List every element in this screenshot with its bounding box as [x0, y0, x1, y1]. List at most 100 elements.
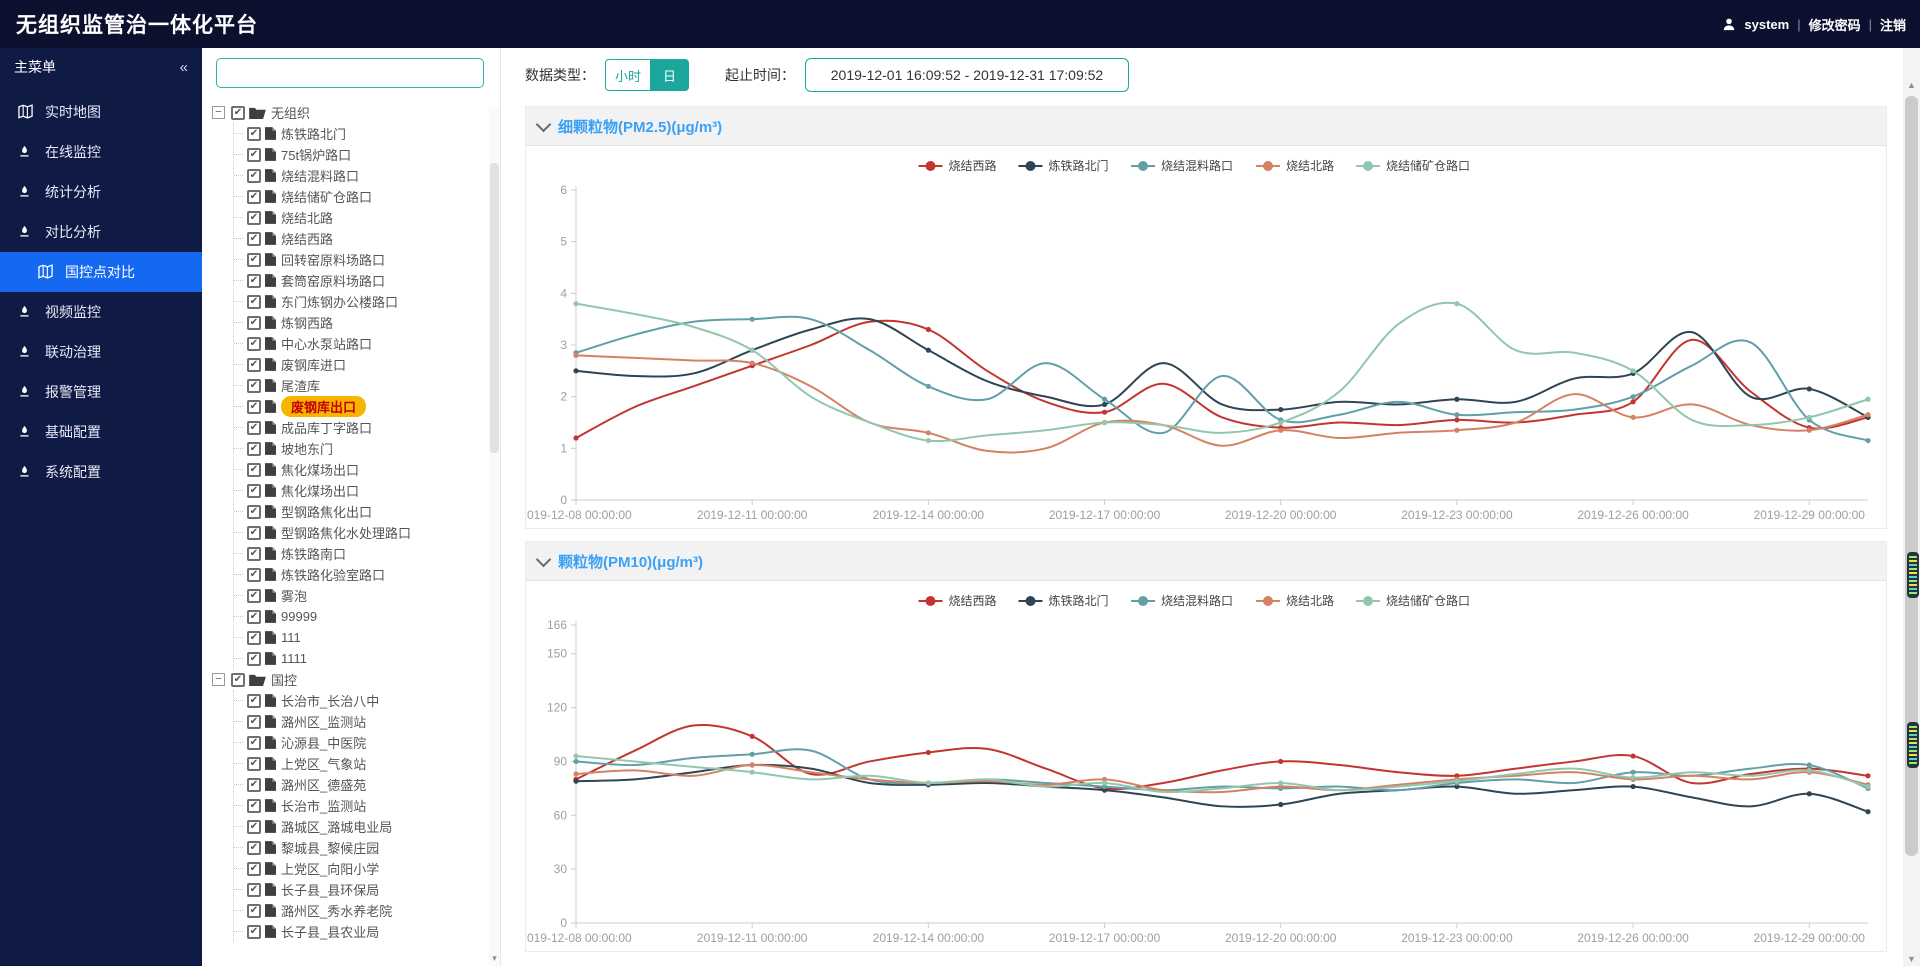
page-scrollbar-thumb[interactable] [1905, 96, 1918, 856]
checkbox-checked-icon[interactable]: ✔ [247, 168, 261, 183]
checkbox-checked-icon[interactable]: ✔ [247, 126, 261, 141]
sidebar-item-报警管理[interactable]: 报警管理 [0, 372, 202, 412]
tree-label[interactable]: 75t锅炉路口 [281, 148, 352, 163]
tree-label[interactable]: 烧结北路 [281, 211, 334, 226]
checkbox-checked-icon[interactable]: ✔ [247, 504, 261, 519]
checkbox-checked-icon[interactable]: ✔ [247, 714, 261, 729]
tree-node-废钢库进口[interactable]: ✔ 废钢库进口 [234, 354, 500, 375]
checkbox-checked-icon[interactable]: ✔ [247, 840, 261, 855]
tree-node-上党区_向阳小学[interactable]: ✔ 上党区_向阳小学 [234, 858, 500, 879]
tree-label[interactable]: 焦化煤场出口 [281, 463, 360, 478]
checkbox-checked-icon[interactable]: ✔ [247, 210, 261, 225]
collapse-minus-icon[interactable]: − [212, 673, 225, 686]
edge-color-widget[interactable] [1907, 722, 1919, 768]
checkbox-checked-icon[interactable]: ✔ [247, 756, 261, 771]
tree-label[interactable]: 烧结西路 [281, 232, 334, 247]
tree-node-东门炼钢办公楼路口[interactable]: ✔ 东门炼钢办公楼路口 [234, 291, 500, 312]
tree-node-黎城县_黎候庄园[interactable]: ✔ 黎城县_黎候庄园 [234, 837, 500, 858]
sidebar-item-视频监控[interactable]: 视频监控 [0, 292, 202, 332]
tree-node-99999[interactable]: ✔ 99999 [234, 606, 500, 627]
checkbox-checked-icon[interactable]: ✔ [247, 903, 261, 918]
checkbox-checked-icon[interactable]: ✔ [247, 273, 261, 288]
tree-node-无组织[interactable]: − ✔ 无组织 [212, 102, 500, 123]
legend-item-烧结西路[interactable]: 烧结西路 [918, 158, 997, 173]
checkbox-checked-icon[interactable]: ✔ [247, 231, 261, 246]
tree-node-废钢库出口[interactable]: ✔ 废钢库出口 [234, 396, 500, 417]
tree-node-焦化煤场出口[interactable]: ✔ 焦化煤场出口 [234, 459, 500, 480]
checkbox-checked-icon[interactable]: ✔ [247, 294, 261, 309]
tree-search-input[interactable] [216, 58, 484, 88]
sidebar-item-联动治理[interactable]: 联动治理 [0, 332, 202, 372]
checkbox-checked-icon[interactable]: ✔ [247, 189, 261, 204]
legend-item-炼铁路北门[interactable]: 炼铁路北门 [1018, 593, 1109, 608]
scroll-up-icon[interactable]: ▲ [1907, 80, 1916, 90]
tree-node-烧结西路[interactable]: ✔ 烧结西路 [234, 228, 500, 249]
username[interactable]: system [1744, 16, 1790, 32]
tree-label[interactable]: 111 [281, 630, 301, 645]
legend-item-烧结储矿仓路口[interactable]: 烧结储矿仓路口 [1356, 158, 1470, 173]
tree-node-雾泡[interactable]: ✔ 雾泡 [234, 585, 500, 606]
tree-label[interactable]: 潞州区_监测站 [281, 715, 367, 730]
checkbox-checked-icon[interactable]: ✔ [247, 399, 261, 414]
tree-node-尾渣库[interactable]: ✔ 尾渣库 [234, 375, 500, 396]
sidebar-item-国控点对比[interactable]: 国控点对比 [0, 252, 202, 292]
tree-label[interactable]: 烧结混料路口 [281, 169, 360, 184]
tree-label[interactable]: 坡地东门 [281, 442, 334, 457]
tree-node-炼铁路北门[interactable]: ✔ 炼铁路北门 [234, 123, 500, 144]
tree-label[interactable]: 1111 [281, 651, 308, 666]
tree-label[interactable]: 炼铁路化验室路口 [281, 568, 386, 583]
tree-label[interactable]: 沁源县_中医院 [281, 736, 367, 751]
tree-label[interactable]: 潞城区_潞城电业局 [281, 820, 393, 835]
tree-label[interactable]: 炼钢西路 [281, 316, 334, 331]
tree-node-潞州区_监测站[interactable]: ✔ 潞州区_监测站 [234, 711, 500, 732]
tree-scroll-down-icon[interactable]: ▾ [492, 953, 497, 963]
tree-node-型钢路焦化出口[interactable]: ✔ 型钢路焦化出口 [234, 501, 500, 522]
tree-node-长治市_监测站[interactable]: ✔ 长治市_监测站 [234, 795, 500, 816]
tree-node-国控[interactable]: − ✔ 国控 [212, 669, 500, 690]
tree-label[interactable]: 中心水泵站路口 [281, 337, 373, 352]
legend-item-烧结北路[interactable]: 烧结北路 [1256, 158, 1334, 173]
sidebar-item-系统配置[interactable]: 系统配置 [0, 452, 202, 492]
tree-node-中心水泵站路口[interactable]: ✔ 中心水泵站路口 [234, 333, 500, 354]
checkbox-checked-icon[interactable]: ✔ [247, 483, 261, 498]
checkbox-checked-icon[interactable]: ✔ [247, 462, 261, 477]
time-range-input[interactable] [805, 58, 1129, 92]
tree-node-潞城区_潞城电业局[interactable]: ✔ 潞城区_潞城电业局 [234, 816, 500, 837]
tree-node-烧结储矿仓路口[interactable]: ✔ 烧结储矿仓路口 [234, 186, 500, 207]
tree-label[interactable]: 东门炼钢办公楼路口 [281, 295, 399, 310]
scroll-down-icon[interactable]: ▼ [1907, 954, 1916, 964]
checkbox-checked-icon[interactable]: ✔ [247, 777, 261, 792]
tree-node-长子县_县环保局[interactable]: ✔ 长子县_县环保局 [234, 879, 500, 900]
legend-item-烧结混料路口[interactable]: 烧结混料路口 [1131, 593, 1233, 608]
page-scrollbar[interactable]: ▲ ▼ [1903, 48, 1920, 966]
tree-node-成品库丁字路口[interactable]: ✔ 成品库丁字路口 [234, 417, 500, 438]
checkbox-checked-icon[interactable]: ✔ [231, 672, 245, 687]
tree-label[interactable]: 废钢库进口 [281, 358, 347, 373]
checkbox-checked-icon[interactable]: ✔ [247, 924, 261, 939]
tree-label[interactable]: 潞州区_德盛苑 [281, 778, 367, 793]
checkbox-checked-icon[interactable]: ✔ [247, 315, 261, 330]
checkbox-checked-icon[interactable]: ✔ [247, 252, 261, 267]
hour-button[interactable]: 小时 [605, 59, 651, 91]
checkbox-checked-icon[interactable]: ✔ [247, 567, 261, 582]
collapse-chevron-icon[interactable] [535, 551, 552, 567]
tree-node-沁源县_中医院[interactable]: ✔ 沁源县_中医院 [234, 732, 500, 753]
tree-node-1111[interactable]: ✔ 1111 [234, 648, 500, 669]
legend-item-烧结北路[interactable]: 烧结北路 [1256, 593, 1334, 608]
tree-label[interactable]: 长治市_长治八中 [281, 694, 380, 709]
sidebar-collapse-icon[interactable]: « [179, 58, 188, 76]
legend-item-炼铁路北门[interactable]: 炼铁路北门 [1018, 158, 1109, 173]
sidebar-item-在线监控[interactable]: 在线监控 [0, 132, 202, 172]
checkbox-checked-icon[interactable]: ✔ [247, 525, 261, 540]
legend-item-烧结西路[interactable]: 烧结西路 [918, 593, 997, 608]
legend-item-烧结储矿仓路口[interactable]: 烧结储矿仓路口 [1356, 593, 1470, 608]
checkbox-checked-icon[interactable]: ✔ [247, 546, 261, 561]
sidebar-item-对比分析[interactable]: 对比分析 [0, 212, 202, 252]
sidebar-item-实时地图[interactable]: 实时地图 [0, 92, 202, 132]
checkbox-checked-icon[interactable]: ✔ [247, 420, 261, 435]
sidebar-item-基础配置[interactable]: 基础配置 [0, 412, 202, 452]
tree-label[interactable]: 国控 [271, 673, 298, 688]
tree-label[interactable]: 上党区_气象站 [281, 757, 367, 772]
checkbox-checked-icon[interactable]: ✔ [247, 588, 261, 603]
checkbox-checked-icon[interactable]: ✔ [247, 336, 261, 351]
